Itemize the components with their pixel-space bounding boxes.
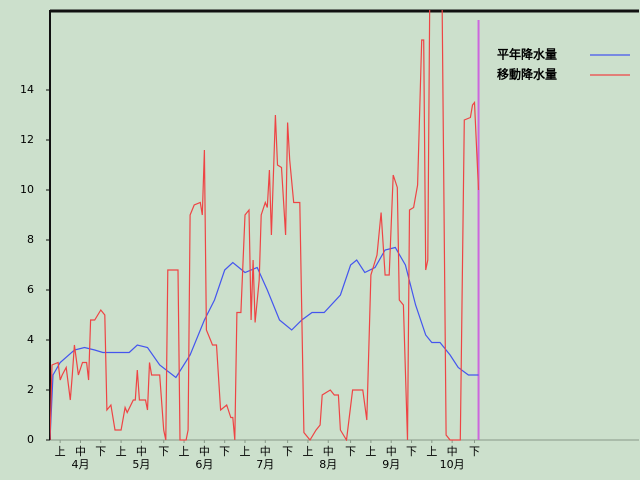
- y-tick-label: 0: [27, 433, 34, 446]
- x-tick-label: 下: [406, 445, 417, 458]
- x-tick-label: 下: [345, 445, 356, 458]
- data-line: [50, 246, 479, 441]
- plot-area: [50, 10, 480, 441]
- x-tick-label: 上: [179, 445, 190, 458]
- x-tick-label: 上: [365, 445, 376, 458]
- x-tick-label: 下: [95, 445, 106, 458]
- x-tick-label: 中: [447, 445, 458, 458]
- x-tick-label: 下: [469, 445, 480, 458]
- month-label: 5月: [132, 458, 150, 471]
- legend-label: 平年降水量: [497, 47, 557, 62]
- data-line: [50, 10, 480, 441]
- x-tick-label: 上: [426, 445, 437, 458]
- month-label: 10月: [440, 458, 465, 471]
- x-tick-label: 中: [199, 445, 210, 458]
- axes: 02468101214上中下上中下上中下上中下上中下上中下上中下4月 5月 6月 7月…: [20, 9, 639, 471]
- month-label: 4月: [71, 458, 89, 471]
- x-tick-label: 中: [323, 445, 334, 458]
- y-tick-label: 10: [20, 183, 34, 196]
- x-tick-label: 下: [282, 445, 293, 458]
- x-tick-label: 下: [158, 445, 169, 458]
- x-tick-label: 中: [386, 445, 397, 458]
- month-label: 7月: [256, 458, 274, 471]
- month-label: 6月: [195, 458, 213, 471]
- y-tick-label: 8: [27, 233, 34, 246]
- x-tick-label: 下: [219, 445, 230, 458]
- x-tick-label: 上: [302, 445, 313, 458]
- y-tick-label: 14: [20, 83, 34, 96]
- x-tick-label: 中: [75, 445, 86, 458]
- month-label: 9月: [382, 458, 400, 471]
- legend-label: 移動降水量: [497, 67, 557, 82]
- y-tick-label: 6: [27, 283, 34, 296]
- x-tick-label: 上: [55, 445, 66, 458]
- y-tick-label: 4: [27, 333, 34, 346]
- x-tick-label: 中: [136, 445, 147, 458]
- x-tick-label: 上: [116, 445, 127, 458]
- x-tick-label: 上: [239, 445, 250, 458]
- y-tick-label: 12: [20, 133, 34, 146]
- x-tick-label: 中: [260, 445, 271, 458]
- y-tick-label: 2: [27, 383, 34, 396]
- month-label: 8月: [319, 458, 337, 471]
